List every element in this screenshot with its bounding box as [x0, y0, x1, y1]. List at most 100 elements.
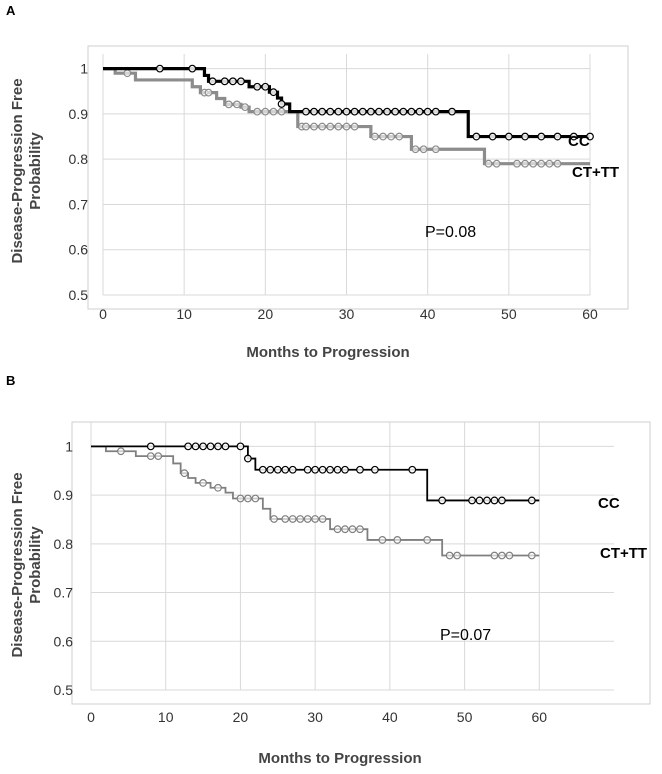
censor-mark-b-cc-2: [191, 442, 200, 451]
legend-label-b-cttt: CT+TT: [600, 545, 647, 562]
censor-mark-a-cttt-18: [371, 132, 379, 141]
censor-mark-a-cc-26: [431, 107, 440, 116]
censor-mark-a-cc-33: [553, 132, 562, 141]
censor-mark-b-cttt-25: [490, 551, 499, 560]
y-tick-labels-b: 0.5 0.6 0.7 0.8 0.9 1: [54, 438, 74, 698]
censor-mark-b-cttt-19: [356, 525, 364, 534]
x-tick-b-4: 40: [382, 709, 398, 725]
censor-mark-a-cc-17: [358, 107, 367, 116]
censor-mark-a-cttt-27: [513, 159, 521, 168]
censor-mark-a-cttt-12: [310, 122, 318, 131]
censor-mark-a-cttt-25: [484, 159, 493, 168]
censor-mark-a-cc-31: [521, 132, 529, 141]
censor-mark-b-cc-1: [184, 442, 193, 451]
censor-mark-b-cc-20: [356, 465, 364, 474]
censor-mark-b-cc-24: [468, 496, 476, 505]
censor-mark-a-cttt-21: [395, 132, 404, 141]
censor-mark-b-cc-4: [206, 442, 215, 451]
censor-mark-b-cttt-22: [423, 536, 432, 544]
censor-mark-a-cc-11: [310, 107, 318, 116]
series-group-b: [91, 442, 540, 560]
x-tick-a-6: 60: [582, 306, 598, 322]
censor-mark-a-cc-30: [504, 132, 513, 141]
y-tick-b-0: 0.5: [54, 682, 74, 698]
legend-label-a-cc: CC: [568, 133, 590, 150]
x-tick-labels-a: 0 10 20 30 40 50 60: [99, 306, 598, 322]
censor-mark-a-cc-6: [253, 82, 262, 91]
censor-mark-a-cttt-32: [553, 159, 562, 168]
censor-mark-b-cttt-1: [146, 452, 155, 461]
censor-mark-b-cc-28: [498, 496, 506, 505]
x-tick-a-4: 40: [420, 306, 436, 322]
censor-mark-a-cttt-23: [419, 145, 428, 154]
censor-mark-b-cc-25: [475, 496, 484, 505]
censor-mark-b-cttt-18: [348, 525, 357, 534]
censor-mark-b-cttt-14: [311, 515, 320, 523]
censor-mark-b-cttt-13: [303, 515, 312, 523]
censor-mark-a-cttt-22: [411, 145, 420, 154]
censor-mark-b-cc-22: [408, 465, 417, 474]
censor-mark-a-cttt-20: [387, 132, 396, 141]
censor-mark-a-cttt-29: [529, 159, 538, 168]
y-tick-labels-a: 0.5 0.6 0.7 0.8 0.9 1: [69, 61, 89, 303]
censor-mark-a-cttt-28: [521, 159, 529, 168]
censor-mark-a-cttt-0: [123, 69, 132, 78]
censor-mark-a-cc-23: [407, 107, 416, 116]
panel-letter-a: A: [6, 3, 16, 18]
censor-mark-b-cttt-7: [243, 494, 252, 503]
censor-mark-a-cc-21: [391, 107, 400, 116]
y-tick-a-2: 0.7: [69, 196, 89, 212]
y-tick-b-4: 0.9: [54, 487, 74, 503]
censor-mark-a-cc-22: [399, 107, 408, 116]
gridlines-a: [102, 54, 591, 296]
censor-mark-a-cc-24: [415, 107, 424, 116]
censor-mark-a-cc-5: [237, 77, 245, 86]
censor-mark-b-cttt-16: [333, 525, 342, 534]
censor-mark-a-cttt-17: [350, 122, 359, 131]
x-tick-a-3: 30: [339, 306, 355, 322]
censor-mark-a-cc-8: [269, 88, 278, 97]
censor-mark-a-cc-27: [448, 107, 456, 116]
x-tick-b-0: 0: [87, 709, 95, 725]
x-axis-title-b: Months to Progression: [258, 750, 421, 767]
censor-mark-a-cc-13: [326, 107, 335, 116]
censor-mark-b-cc-23: [438, 496, 447, 505]
y-tick-a-1: 0.6: [69, 242, 89, 258]
x-tick-b-5: 50: [457, 709, 473, 725]
censor-mark-b-cc-13: [288, 465, 297, 474]
y-axis-title-a-line2: Probability: [27, 132, 44, 210]
x-tick-b-1: 10: [158, 709, 174, 725]
x-tick-b-2: 20: [233, 709, 249, 725]
censor-mark-a-cc-12: [318, 107, 327, 116]
censor-mark-b-cc-7: [236, 442, 245, 451]
censor-mark-b-cttt-23: [445, 551, 454, 560]
censor-mark-a-cttt-4: [233, 100, 241, 109]
series-group-a: [103, 64, 594, 168]
censor-mark-b-cc-0: [146, 442, 155, 451]
censor-mark-b-cc-17: [326, 465, 334, 474]
censor-mark-b-cc-14: [303, 465, 312, 474]
censor-mark-a-cttt-19: [379, 132, 387, 141]
censor-mark-a-cttt-13: [318, 122, 327, 131]
x-tick-labels-b: 0 10 20 30 40 50 60: [87, 709, 547, 725]
censor-mark-a-cc-3: [220, 77, 229, 86]
y-tick-b-1: 0.6: [54, 633, 74, 649]
censor-mark-a-cc-35: [586, 132, 594, 141]
censor-mark-a-cc-25: [423, 107, 432, 116]
censor-mark-b-cc-12: [281, 465, 290, 474]
censor-mark-b-cttt-28: [527, 551, 536, 560]
censor-mark-b-cttt-0: [116, 447, 125, 456]
panel-b: B 0.5 0.6 0.7 0.8 0.9 1 0 10 20 30 40 50 60 Disease…: [6, 373, 651, 767]
censor-mark-b-cc-26: [483, 496, 491, 505]
y-axis-title-a-line1: Disease-Progression Free: [9, 78, 26, 263]
censor-mark-b-cc-27: [490, 496, 499, 505]
censor-mark-b-cttt-11: [288, 515, 297, 523]
y-tick-a-4: 0.9: [69, 106, 89, 122]
censor-mark-a-cttt-8: [269, 107, 278, 116]
censor-mark-b-cttt-12: [296, 515, 305, 523]
p-value-a: P=0.08: [425, 224, 476, 241]
plot-frame-b: [71, 421, 651, 705]
censor-mark-a-cttt-3: [224, 100, 233, 109]
censor-mark-b-cc-21: [371, 465, 379, 474]
